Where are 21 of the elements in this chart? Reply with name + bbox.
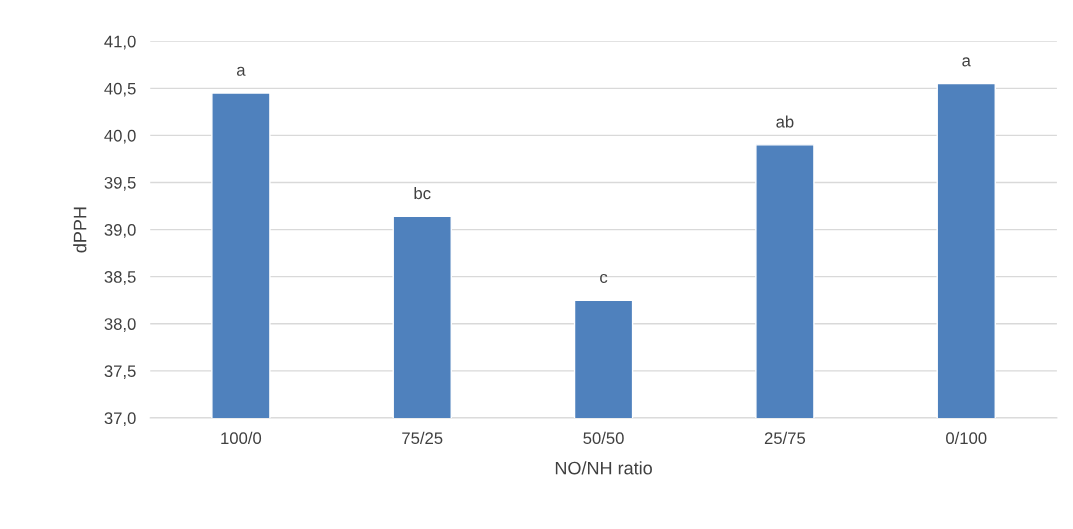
annotation: ab	[776, 115, 794, 128]
x-tick-label: 100/0	[221, 431, 262, 445]
annotation: a	[962, 57, 971, 67]
y-tick-label: 40,5	[104, 82, 136, 97]
y-tick-label: 38,5	[104, 271, 136, 285]
y-tick-label: 40,0	[104, 129, 136, 144]
x-axis-title: NO/NH ratio	[555, 461, 652, 475]
y-tick-label: 39,0	[104, 223, 136, 238]
x-tick-label: 75/25	[402, 431, 443, 445]
annotation: c	[600, 273, 608, 284]
annotation: bc	[414, 186, 431, 200]
y-tick-label: 37,0	[104, 412, 136, 427]
x-tick-label: 25/75	[764, 431, 806, 445]
y-tick-label: 37,5	[104, 365, 136, 379]
x-tick-label: 50/50	[583, 431, 624, 445]
y-tick-label: 39,5	[104, 176, 136, 191]
y-axis-title: dPPH	[73, 207, 87, 253]
y-tick-label: 41,0	[104, 35, 136, 50]
y-tick-label: 38,0	[104, 318, 136, 332]
annotation: a	[236, 66, 246, 76]
x-tick-label: 0/100	[946, 431, 987, 445]
